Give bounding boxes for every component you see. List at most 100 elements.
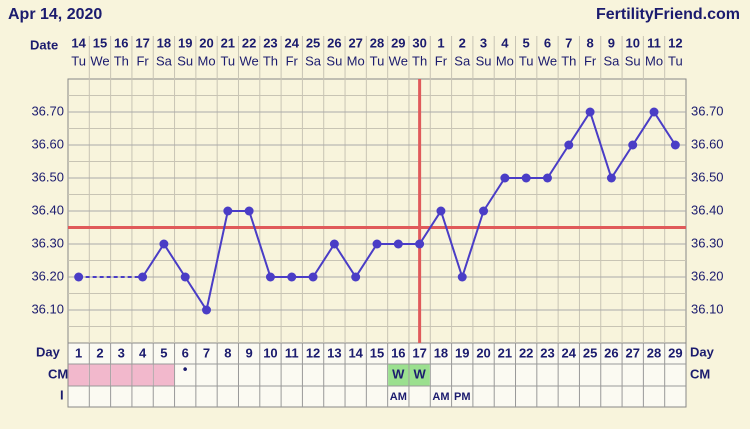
day-number: 1	[75, 345, 82, 360]
date-label: 18	[157, 35, 171, 50]
temperature-point	[180, 272, 190, 282]
weekday-label: Tu	[519, 53, 534, 68]
day-number: 4	[139, 345, 147, 360]
temperature-point	[265, 272, 275, 282]
weekday-label: Th	[412, 53, 427, 68]
day-label: Day	[36, 344, 61, 359]
day-number: 26	[604, 345, 618, 360]
weekday-label: Su	[476, 53, 492, 68]
date-label: 19	[178, 35, 192, 50]
date-label: 11	[647, 35, 661, 50]
temperature-point	[372, 239, 382, 249]
temperature-point	[542, 173, 552, 183]
day-number: 20	[476, 345, 490, 360]
temperature-point	[287, 272, 297, 282]
date-label: 27	[348, 35, 362, 50]
date-label: 21	[221, 35, 235, 50]
day-number: 9	[246, 345, 253, 360]
y-tick-label-right: 36.20	[691, 268, 724, 283]
date-label: 10	[625, 35, 639, 50]
temperature-point	[628, 140, 638, 150]
weekday-label: Sa	[305, 53, 322, 68]
date-label: 24	[285, 35, 300, 50]
weekday-label: Th	[561, 53, 576, 68]
day-number: 12	[306, 345, 320, 360]
day-number: 6	[182, 345, 189, 360]
cm-label-right: CM	[690, 366, 710, 381]
weekday-label: Tu	[668, 53, 683, 68]
day-number: 22	[519, 345, 533, 360]
date-label: 16	[114, 35, 128, 50]
weekday-label: Mo	[645, 53, 663, 68]
temperature-point	[479, 206, 489, 216]
weekday-label: Su	[177, 53, 193, 68]
chart-title: Apr 14, 2020	[8, 6, 102, 23]
y-tick-label: 36.50	[31, 169, 64, 184]
day-number: 5	[160, 345, 167, 360]
day-number: 8	[224, 345, 231, 360]
weekday-label: Sa	[603, 53, 620, 68]
i-label: I	[60, 387, 64, 402]
temperature-point	[159, 239, 169, 249]
cm-value: W	[392, 366, 405, 381]
day-number: 25	[583, 345, 597, 360]
weekday-label: Tu	[71, 53, 86, 68]
y-tick-label-right: 36.10	[691, 301, 724, 316]
intercourse-value: AM	[390, 391, 407, 403]
weekday-label: Mo	[197, 53, 215, 68]
date-label: 28	[370, 35, 384, 50]
temperature-point	[564, 140, 574, 150]
weekday-label: Th	[263, 53, 278, 68]
cm-value: W	[413, 366, 426, 381]
y-tick-label: 36.40	[31, 202, 64, 217]
weekday-label: Mo	[347, 53, 365, 68]
day-number: 23	[540, 345, 554, 360]
day-number: 24	[562, 345, 577, 360]
weekday-label: Th	[114, 53, 129, 68]
day-number: 3	[118, 345, 125, 360]
day-number: 2	[96, 345, 103, 360]
cm-cell	[409, 364, 430, 386]
temperature-point	[649, 107, 659, 117]
weekday-label: Su	[625, 53, 641, 68]
date-label: 4	[501, 35, 509, 50]
period-cell	[111, 364, 132, 386]
weekday-label: Fr	[286, 53, 299, 68]
date-label: 8	[586, 35, 593, 50]
temperature-point	[500, 173, 510, 183]
weekday-label: Fr	[584, 53, 597, 68]
temperature-point	[244, 206, 254, 216]
y-tick-label-right: 36.30	[691, 235, 724, 250]
temperature-point	[223, 206, 233, 216]
day-number: 16	[391, 345, 405, 360]
y-tick-label: 36.60	[31, 136, 64, 151]
date-label: 14	[71, 35, 86, 50]
weekday-label: We	[240, 53, 259, 68]
day-number: 18	[434, 345, 448, 360]
period-cell	[153, 364, 175, 386]
temperature-point	[202, 305, 212, 315]
weekday-label: Tu	[220, 53, 235, 68]
cm-label: CM	[48, 366, 68, 381]
day-number: 27	[625, 345, 639, 360]
cm-value: •	[183, 361, 188, 376]
temperature-point	[415, 239, 425, 249]
weekday-label: Su	[326, 53, 342, 68]
date-label: 2	[459, 35, 466, 50]
cm-cell	[388, 364, 409, 386]
temperature-point	[351, 272, 361, 282]
site-name: FertilityFriend.com	[596, 6, 740, 23]
date-label: 26	[327, 35, 341, 50]
period-cell	[132, 364, 153, 386]
date-label: 12	[668, 35, 682, 50]
temperature-point	[393, 239, 403, 249]
temperature-point	[308, 272, 318, 282]
weekday-label: Tu	[370, 53, 385, 68]
day-number: 7	[203, 345, 210, 360]
day-number: 11	[285, 345, 299, 360]
weekday-label: Mo	[496, 53, 514, 68]
date-label: 3	[480, 35, 487, 50]
temperature-point	[606, 173, 616, 183]
date-label: 23	[263, 35, 277, 50]
